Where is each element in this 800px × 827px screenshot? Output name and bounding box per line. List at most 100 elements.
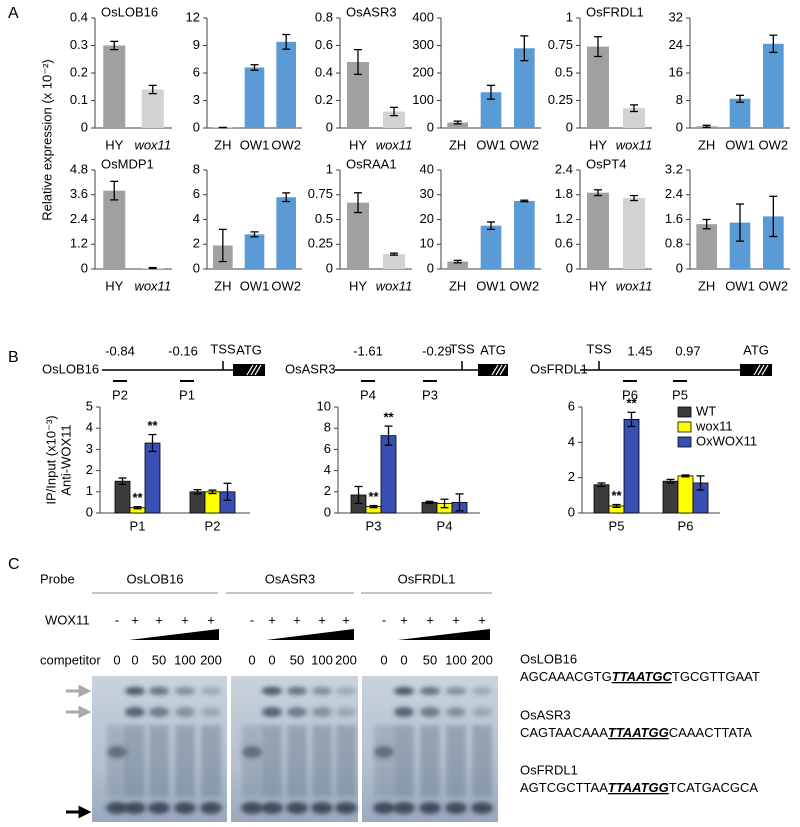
bar	[141, 89, 164, 128]
y-tick-label: 8	[676, 92, 683, 107]
legend-label: WT	[696, 403, 716, 418]
bar	[729, 98, 751, 128]
y-axis-label: IP/Input (x10⁻³)	[43, 415, 58, 504]
y-tick-label: 8	[193, 161, 200, 176]
primer-label: P2	[112, 387, 128, 402]
atg-hatch	[246, 364, 254, 376]
gel-band	[125, 707, 145, 717]
probe-label: Probe	[40, 571, 75, 586]
sequence-flank: TGCGTTGAAT	[672, 669, 760, 684]
tss-label: TSS	[449, 341, 475, 356]
tss-label: TSS	[210, 341, 236, 356]
competitor-amount: 200	[471, 652, 493, 667]
chart-title: OsLOB16	[101, 4, 158, 19]
competitor-amount: 0	[400, 652, 407, 667]
bar	[144, 442, 161, 514]
gel-band	[286, 802, 308, 814]
bar	[103, 190, 126, 269]
sequence-name: OsASR3	[520, 707, 571, 722]
bar	[447, 261, 468, 269]
gel-band	[106, 802, 128, 814]
x-tick-label: ZH	[449, 137, 466, 152]
significance: **	[383, 410, 394, 425]
gene-label: OsLOB16	[42, 361, 99, 376]
competitor-wedge	[398, 629, 490, 640]
significance: **	[611, 488, 622, 503]
primer-label: P3	[422, 387, 438, 402]
y-tick-label: 10	[317, 398, 331, 413]
x-tick-label: P5	[609, 518, 625, 533]
y-tick-label: 20	[420, 211, 434, 226]
y-tick-label: 0.8	[315, 9, 333, 24]
gel-band	[373, 802, 395, 814]
factor-sign: +	[400, 612, 408, 627]
y-tick-label: 1	[566, 9, 573, 24]
competitor-amount: 0	[131, 652, 138, 667]
y-tick-label: 100	[412, 92, 434, 107]
y-tick-label: 2.4	[555, 161, 573, 176]
primer-label: P5	[672, 387, 688, 402]
gel-band	[446, 687, 466, 695]
competitor-amount: 100	[311, 652, 333, 667]
y-tick-label: 1	[86, 483, 93, 498]
gel-smear	[312, 725, 332, 797]
competitor-wedge	[129, 629, 219, 640]
gel-smear	[149, 725, 169, 797]
y-tick-label: 4	[86, 420, 93, 435]
gel-band	[287, 687, 307, 695]
y-tick-label: 4	[568, 434, 575, 449]
x-tick-label: ZH	[214, 278, 231, 293]
x-tick-label: P4	[437, 518, 453, 533]
y-tick-label: 0	[568, 504, 575, 519]
primer-label: P6	[622, 387, 638, 402]
factor-sign: -	[250, 612, 254, 627]
y-tick-label: 6	[193, 186, 200, 201]
gel-smear	[394, 725, 414, 797]
y-tick-label: 16	[669, 64, 683, 79]
gel-band	[262, 687, 282, 695]
sequence-motif: TTAATGG	[608, 725, 669, 740]
probe-name: OsLOB16	[126, 571, 183, 586]
significance: **	[132, 490, 143, 505]
gene-label: OsASR3	[285, 361, 336, 376]
sequence-flank: AGTCGCTTAA	[520, 780, 608, 795]
y-tick-label: 0	[326, 119, 333, 134]
competitor-amount: 200	[335, 652, 357, 667]
competitor-wedge	[266, 629, 354, 640]
x-tick-label: OW2	[510, 278, 540, 293]
y-tick-label: 6	[193, 64, 200, 79]
atg-hatch	[254, 364, 262, 376]
significance: **	[368, 489, 379, 504]
y-tick-label: 0.6	[315, 37, 333, 52]
y-tick-label: 2.4	[665, 186, 683, 201]
gel-smear	[336, 725, 356, 797]
x-tick-label: wox11	[616, 137, 653, 152]
y-tick-label: 0.2	[70, 64, 88, 79]
y-tick-label: 0	[566, 260, 573, 275]
x-tick-label: P1	[130, 518, 146, 533]
x-tick-label: wox11	[134, 278, 171, 293]
competitor-amount: 50	[423, 652, 437, 667]
y-tick-label: 2	[193, 236, 200, 251]
y-tick-label: 0.1	[70, 92, 88, 107]
bar	[623, 418, 640, 514]
y-tick-label: 2	[86, 462, 93, 477]
x-tick-label: ZH	[698, 278, 715, 293]
sequence-flank: CAGTAACAAA	[520, 725, 608, 740]
bar	[114, 480, 131, 514]
x-tick-label: HY	[105, 278, 123, 293]
atg-label: ATG	[480, 342, 506, 357]
y-tick-label: 3.6	[70, 186, 88, 201]
y-tick-label: 32	[669, 9, 683, 24]
y-tick-label: 4	[324, 462, 331, 477]
gel-smear	[420, 725, 440, 797]
y-tick-label: 3	[86, 441, 93, 456]
atg-hatch	[499, 364, 507, 376]
x-tick-label: ZH	[214, 137, 231, 152]
gel-band	[394, 707, 414, 717]
bar	[244, 234, 265, 269]
y-tick-label: 1.2	[555, 211, 573, 226]
factor-sign: +	[131, 612, 139, 627]
competitor-amount: 100	[445, 652, 467, 667]
x-tick-label: OW1	[240, 278, 270, 293]
